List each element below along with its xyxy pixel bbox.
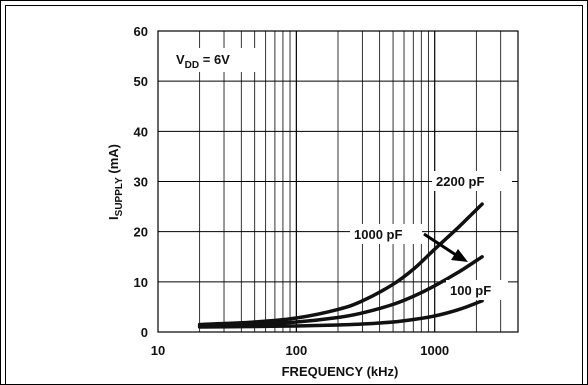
x-axis-title: FREQUENCY (kHz) (282, 364, 399, 379)
plot-area-border (157, 30, 519, 333)
y-tick-label-20: 20 (134, 225, 148, 240)
series-label-100pf: 100 pF (450, 283, 491, 298)
series-curve-2 (197, 299, 484, 329)
label-pointer-arrow (423, 232, 457, 257)
series-curve-0 (197, 202, 484, 327)
y-tick-label-10: 10 (134, 275, 148, 290)
x-tick-label-1000: 1000 (420, 343, 449, 358)
y-axis-title: ISUPPLY (mA) (106, 144, 125, 220)
y-tick-label-0: 0 (141, 325, 148, 340)
series-label-1000pf: 1000 pF (354, 227, 402, 242)
inner-frame (5, 5, 583, 385)
series-label-2200pf: 2200 pF (436, 174, 484, 189)
x-tick-label-10: 10 (151, 343, 165, 358)
y-tick-labels: 0 10 20 30 40 50 60 (134, 24, 148, 340)
series-curve-1 (197, 255, 484, 328)
grid (158, 31, 519, 332)
curves (197, 202, 484, 329)
y-tick-label-50: 50 (134, 74, 148, 89)
condition-label: VDD = 6V (176, 52, 230, 71)
y-tick-label-60: 60 (134, 24, 148, 39)
x-tick-labels: 10 100 1000 (151, 343, 449, 358)
y-tick-label-30: 30 (134, 175, 148, 190)
label-pointer-arrowhead (451, 249, 468, 262)
y-tick-label-40: 40 (134, 124, 148, 139)
x-tick-label-100: 100 (286, 343, 308, 358)
